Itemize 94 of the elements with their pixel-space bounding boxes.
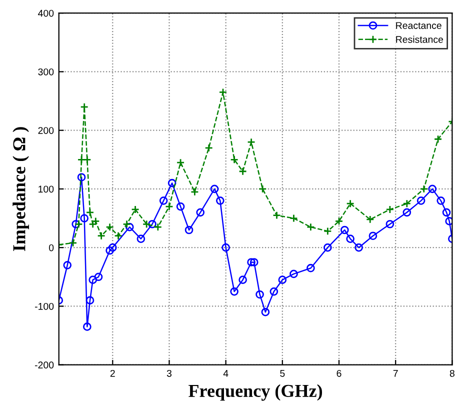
point <box>190 188 199 196</box>
y-tick-label: -100 <box>34 302 54 310</box>
point <box>106 222 114 232</box>
point <box>148 220 156 228</box>
y-axis-title: Impedance ( Ω ) <box>12 127 30 251</box>
point <box>272 211 281 220</box>
point <box>428 184 437 194</box>
point <box>261 308 270 316</box>
point <box>176 202 185 211</box>
point <box>346 234 354 243</box>
legend-label: Reactance <box>396 22 442 29</box>
point <box>290 270 298 278</box>
y-tick-label: 300 <box>38 68 54 76</box>
point <box>230 287 238 296</box>
point <box>83 322 92 331</box>
point <box>256 290 264 299</box>
point <box>230 155 238 164</box>
point <box>436 196 446 205</box>
point <box>86 296 94 305</box>
point <box>63 261 72 270</box>
point <box>114 232 122 240</box>
point <box>386 205 394 214</box>
point <box>247 138 256 146</box>
point <box>402 208 412 217</box>
point <box>306 264 315 272</box>
point <box>324 243 332 252</box>
x-tick-label: 4 <box>223 370 228 377</box>
point <box>86 208 94 217</box>
point <box>68 238 78 248</box>
point <box>74 220 83 228</box>
x-tick-label: 6 <box>336 370 342 377</box>
point <box>97 232 106 240</box>
point <box>165 202 174 211</box>
point <box>258 184 267 194</box>
point <box>159 196 168 205</box>
point <box>416 196 426 205</box>
point <box>77 173 86 182</box>
x-tick-label: 7 <box>393 370 398 377</box>
point <box>346 199 354 208</box>
point <box>218 88 228 96</box>
legend-label: Resistance <box>396 36 443 43</box>
y-tick-label: 100 <box>38 186 54 193</box>
y-tick-label: 200 <box>38 127 54 134</box>
point <box>250 258 258 266</box>
point <box>216 196 224 205</box>
point <box>77 155 86 164</box>
point <box>131 205 140 214</box>
point <box>122 220 131 228</box>
point <box>340 226 349 234</box>
point <box>88 276 97 284</box>
point <box>80 214 89 222</box>
point <box>72 220 80 228</box>
point <box>238 167 247 176</box>
point <box>290 214 298 222</box>
point <box>368 232 378 240</box>
point <box>420 184 428 194</box>
point <box>222 243 230 252</box>
point <box>204 144 214 152</box>
point <box>334 217 344 226</box>
point <box>184 226 194 234</box>
point <box>210 184 219 194</box>
x-tick-label: 2 <box>110 370 115 377</box>
point <box>402 199 412 208</box>
x-tick-label: 8 <box>450 370 454 377</box>
y-tick-label: -200 <box>34 362 54 368</box>
point <box>176 158 185 167</box>
y-tick-label: 0 <box>48 244 54 252</box>
point <box>142 220 151 228</box>
y-tick-label: 400 <box>38 10 54 17</box>
point <box>354 243 363 252</box>
x-axis-title: Frequency (GHz) <box>188 384 322 401</box>
point <box>238 276 247 284</box>
point <box>270 287 278 296</box>
point <box>125 222 134 232</box>
point <box>306 222 315 232</box>
point <box>168 178 176 188</box>
point <box>445 217 452 226</box>
point <box>366 215 374 224</box>
point <box>196 208 205 217</box>
point <box>94 272 103 282</box>
point <box>386 220 394 228</box>
point <box>108 243 117 252</box>
point <box>434 134 442 144</box>
point <box>83 155 92 164</box>
point <box>106 246 114 255</box>
point <box>80 102 89 112</box>
point <box>442 208 451 217</box>
point <box>247 258 256 266</box>
point <box>136 234 146 243</box>
x-tick-label: 3 <box>166 370 172 377</box>
point <box>324 227 332 236</box>
x-tick-label: 5 <box>280 370 285 377</box>
point <box>278 276 287 284</box>
point <box>154 222 162 232</box>
